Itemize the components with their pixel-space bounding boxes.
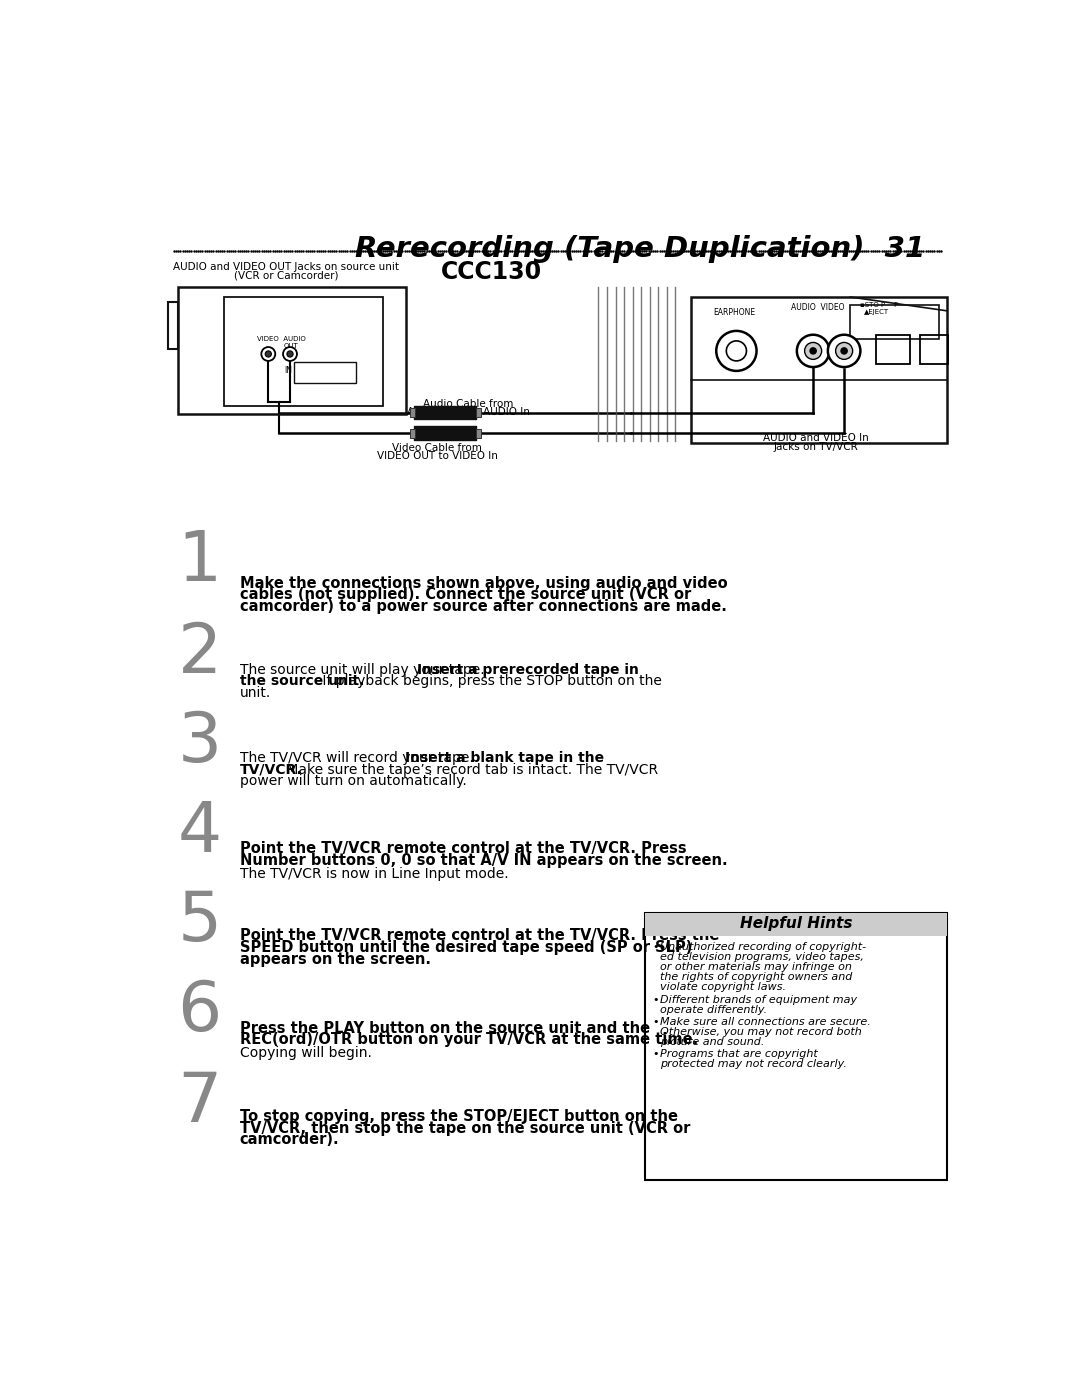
Bar	[645, 914, 947, 936]
Text: Number buttons 0, 0 so that A/V IN appears on the screen.: Number buttons 0, 0 so that A/V IN appea…	[240, 854, 727, 868]
Text: Point the TV/VCR remote control at the TV/VCR. Press the: Point the TV/VCR remote control at the T…	[240, 929, 719, 943]
Text: If playback begins, press the STOP button on the: If playback begins, press the STOP butto…	[318, 675, 662, 689]
Text: camcorder).: camcorder).	[240, 1133, 339, 1147]
Bar	[645, 914, 947, 1180]
Text: AUDIO and VIDEO In: AUDIO and VIDEO In	[762, 433, 868, 443]
Text: AUDIO  VIDEO: AUDIO VIDEO	[791, 303, 845, 312]
Text: the rights of copyright owners and: the rights of copyright owners and	[661, 972, 853, 982]
Text: picture and sound.: picture and sound.	[661, 1037, 765, 1046]
Circle shape	[266, 351, 271, 358]
Text: 1: 1	[177, 528, 221, 595]
Text: unit.: unit.	[240, 686, 271, 700]
Circle shape	[727, 341, 746, 360]
Text: Helpful Hints: Helpful Hints	[740, 916, 852, 930]
Bar	[294, 362, 356, 383]
Text: TV/VCR.: TV/VCR.	[240, 763, 302, 777]
Circle shape	[805, 342, 822, 359]
Text: 3: 3	[177, 708, 221, 775]
Circle shape	[797, 335, 829, 367]
Circle shape	[828, 335, 861, 367]
Bar	[177, 286, 406, 414]
Circle shape	[287, 351, 293, 358]
Text: Otherwise, you may not record both: Otherwise, you may not record both	[661, 1027, 862, 1037]
Text: AUDIO and VIDEO OUT Jacks on source unit: AUDIO and VIDEO OUT Jacks on source unit	[173, 261, 400, 271]
Text: CCC130: CCC130	[441, 260, 542, 284]
Text: cables (not supplied). Connect the source unit (VCR or: cables (not supplied). Connect the sourc…	[240, 587, 691, 602]
Text: violate copyright laws.: violate copyright laws.	[661, 982, 786, 992]
Text: ▪STO P    F: ▪STO P F	[861, 302, 899, 307]
Text: The TV/VCR will record your tape.: The TV/VCR will record your tape.	[240, 752, 477, 766]
Text: 4: 4	[177, 799, 221, 866]
Circle shape	[841, 348, 847, 353]
Text: To stop copying, press the STOP/EJECT button on the: To stop copying, press the STOP/EJECT bu…	[240, 1109, 677, 1125]
Bar	[168, 302, 177, 349]
Text: Insert a prerecorded tape in: Insert a prerecorded tape in	[417, 662, 639, 676]
Text: Unauthorized recording of copyright-: Unauthorized recording of copyright-	[661, 942, 866, 953]
Text: or other materials may infringe on: or other materials may infringe on	[661, 963, 852, 972]
Text: Press the PLAY button on the source unit and the: Press the PLAY button on the source unit…	[240, 1021, 650, 1035]
Circle shape	[283, 346, 297, 360]
Text: •: •	[652, 1049, 659, 1059]
Text: The source unit will play your tape.: The source unit will play your tape.	[240, 662, 488, 676]
Text: Make sure all connections are secure.: Make sure all connections are secure.	[661, 1017, 872, 1027]
Text: The TV/VCR is now in Line Input mode.: The TV/VCR is now in Line Input mode.	[240, 866, 509, 880]
Text: VIDEO  AUDIO: VIDEO AUDIO	[257, 335, 307, 341]
Bar	[850, 305, 940, 339]
Text: Copying will begin.: Copying will begin.	[240, 1046, 372, 1060]
Text: appears on the screen.: appears on the screen.	[240, 951, 431, 967]
Text: •: •	[652, 1017, 659, 1027]
Text: 5: 5	[177, 887, 221, 954]
Text: (VCR or Camcorder): (VCR or Camcorder)	[234, 270, 338, 279]
Bar	[410, 429, 415, 437]
Text: ed television programs, video tapes,: ed television programs, video tapes,	[661, 953, 864, 963]
Text: Programs that are copyright: Programs that are copyright	[661, 1049, 819, 1059]
Text: operate differently.: operate differently.	[661, 1004, 768, 1014]
Text: the source unit.: the source unit.	[240, 675, 364, 689]
Circle shape	[810, 348, 816, 353]
Text: EARPHONE: EARPHONE	[713, 307, 755, 317]
Text: REC(ord)/OTR button on your TV/VCR at the same time.: REC(ord)/OTR button on your TV/VCR at th…	[240, 1032, 698, 1048]
Bar	[876, 335, 910, 365]
Text: SPEED button until the desired tape speed (SP or SLP): SPEED button until the desired tape spee…	[240, 940, 692, 956]
Text: power will turn on automatically.: power will turn on automatically.	[240, 774, 467, 788]
Text: Make sure the tape’s record tab is intact. The TV/VCR: Make sure the tape’s record tab is intac…	[282, 763, 659, 777]
Text: Insert a blank tape in the: Insert a blank tape in the	[405, 752, 604, 766]
Text: •: •	[652, 942, 659, 953]
Text: Different brands of equipment may: Different brands of equipment may	[661, 995, 858, 1004]
Text: OUT: OUT	[284, 344, 298, 349]
Bar	[691, 298, 947, 443]
Bar	[476, 408, 481, 418]
Text: 2: 2	[177, 620, 221, 687]
Text: VIDEO OUT to VIDEO In: VIDEO OUT to VIDEO In	[377, 451, 498, 461]
Text: Audio Cable from: Audio Cable from	[423, 398, 513, 409]
Circle shape	[716, 331, 757, 372]
Text: Rerecording (Tape Duplication)  31: Rerecording (Tape Duplication) 31	[355, 236, 926, 264]
Text: protected may not record clearly.: protected may not record clearly.	[661, 1059, 848, 1069]
Bar	[410, 408, 415, 418]
Text: AUDIO OUT to AUDIO In: AUDIO OUT to AUDIO In	[407, 407, 529, 418]
Text: Make the connections shown above, using audio and video: Make the connections shown above, using …	[240, 576, 727, 591]
Text: Video Cable from: Video Cable from	[392, 443, 482, 453]
Text: 7: 7	[177, 1069, 222, 1136]
Text: Jacks on TV/VCR: Jacks on TV/VCR	[773, 441, 858, 451]
Text: Point the TV/VCR remote control at the TV/VCR. Press: Point the TV/VCR remote control at the T…	[240, 841, 686, 856]
Text: 6: 6	[177, 978, 221, 1045]
Text: IN: IN	[284, 366, 292, 376]
Text: •: •	[652, 995, 659, 1004]
Bar	[225, 298, 383, 407]
Circle shape	[836, 342, 852, 359]
Bar	[920, 335, 948, 365]
Circle shape	[261, 346, 275, 360]
Bar	[476, 429, 481, 437]
Text: ▲EJECT: ▲EJECT	[864, 309, 889, 314]
Text: camcorder) to a power source after connections are made.: camcorder) to a power source after conne…	[240, 599, 727, 613]
Text: TV/VCR, then stop the tape on the source unit (VCR or: TV/VCR, then stop the tape on the source…	[240, 1120, 690, 1136]
